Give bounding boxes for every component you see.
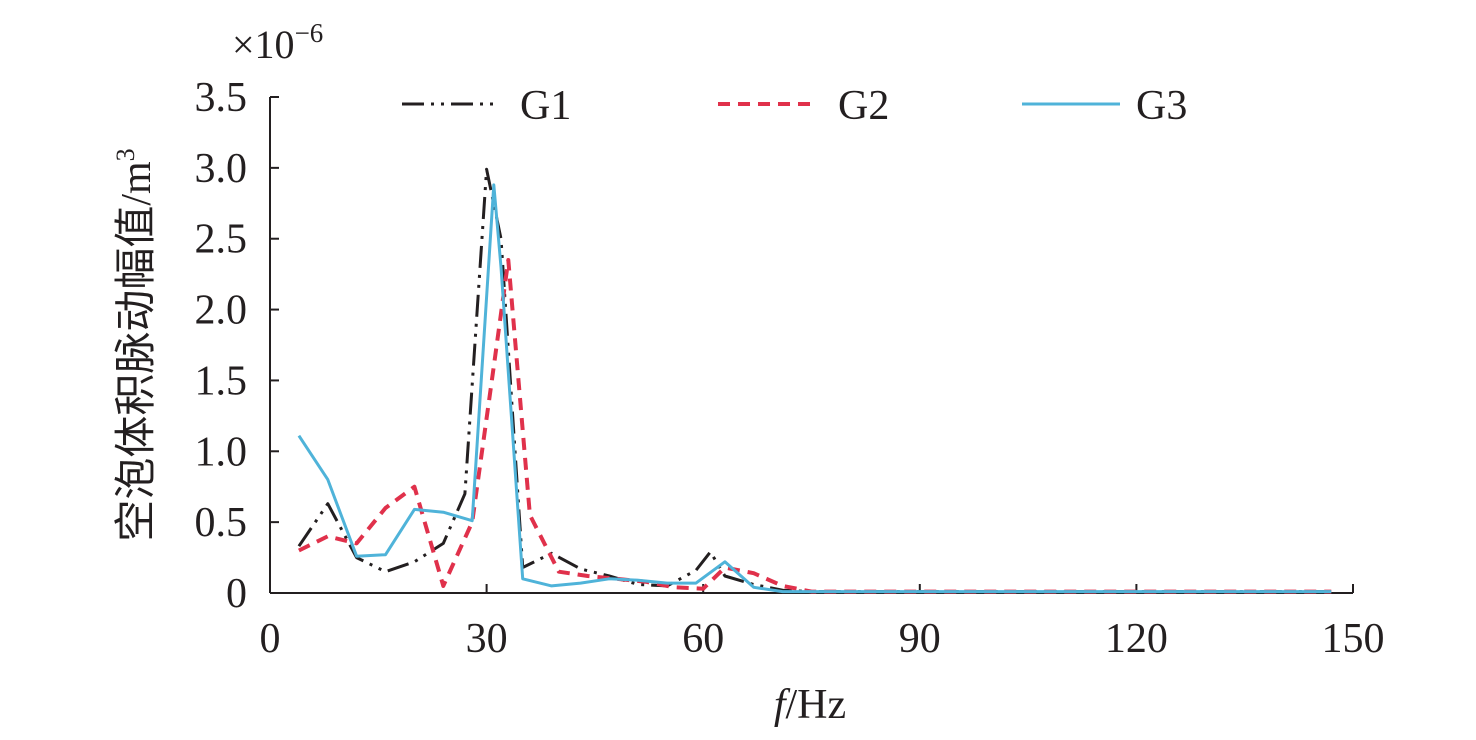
x-tick-label: 90 xyxy=(899,616,941,662)
legend-label-g2: G2 xyxy=(838,83,889,129)
y-multiplier-label: ×10−6 xyxy=(232,18,323,67)
y-tick-label: 0.5 xyxy=(195,500,248,546)
x-tick-label: 60 xyxy=(682,616,724,662)
y-axis-label-superscript: 3 xyxy=(111,148,140,161)
legend-label-g3: G3 xyxy=(1136,83,1187,129)
y-tick-label: 3.5 xyxy=(195,75,248,121)
series-line-g2 xyxy=(298,258,1332,594)
x-tick-label: 150 xyxy=(1322,616,1385,662)
y-tick-label: 1.0 xyxy=(195,429,248,475)
y-tick-label: 2.0 xyxy=(195,288,248,334)
series-lines xyxy=(297,167,1332,594)
y-multiplier-base: ×10 xyxy=(232,22,295,67)
y-tick-label: 2.5 xyxy=(195,217,248,263)
x-axis-label-unit: /Hz xyxy=(786,682,847,728)
y-tick-label: 1.5 xyxy=(195,358,248,404)
x-tick-label: 120 xyxy=(1105,616,1168,662)
series-line-g3 xyxy=(297,183,1332,594)
x-tick-label: 0 xyxy=(260,616,281,662)
x-axis-label: f/Hz xyxy=(774,682,846,728)
legend: G1 G2 G3 xyxy=(402,83,1187,129)
legend-label-g1: G1 xyxy=(520,83,571,129)
y-tick-label: 0 xyxy=(226,571,247,617)
y-tick-label: 3.0 xyxy=(195,146,248,192)
y-axis-label-text: 空泡体积脉动幅值/m xyxy=(113,161,160,542)
x-tick-label: 30 xyxy=(466,616,508,662)
y-axis-label: 空泡体积脉动幅值/m3 xyxy=(111,148,160,541)
series-line-g1 xyxy=(297,167,1332,594)
axes: 0 30 60 90 120 150 0 0.5 1.0 1.5 2.0 2.5 3.0 3.5 xyxy=(195,75,1385,662)
y-multiplier-exponent: −6 xyxy=(295,18,324,48)
